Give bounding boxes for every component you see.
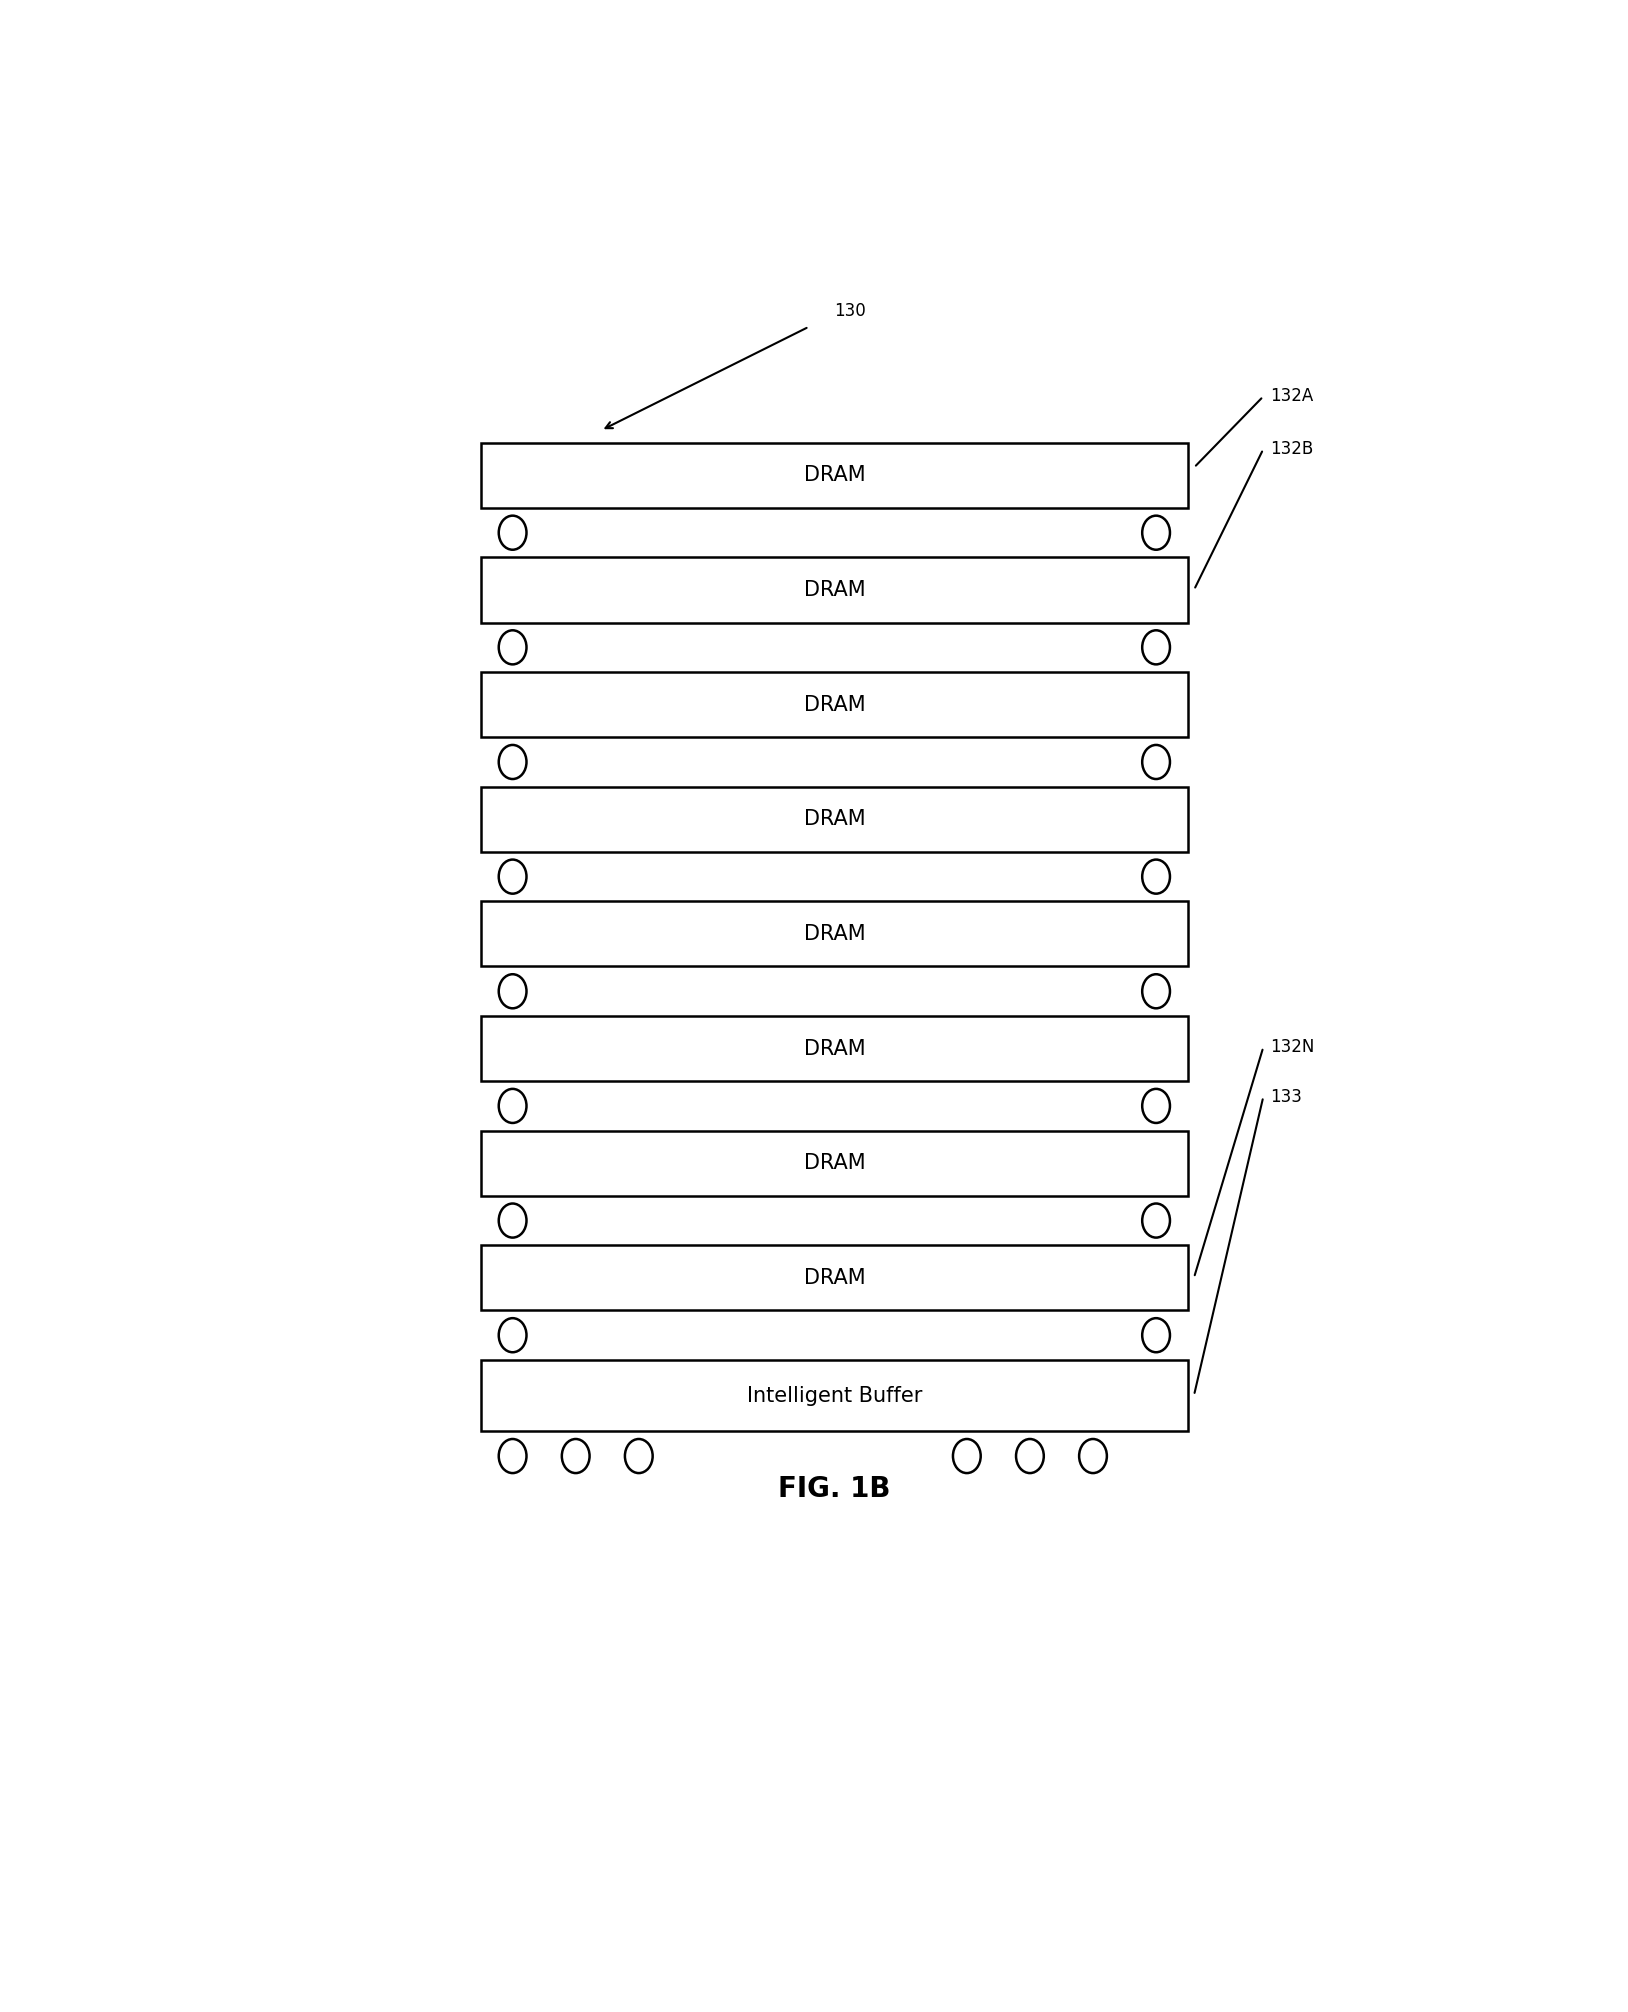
Circle shape [1143,744,1171,779]
Text: DRAM: DRAM [804,694,864,714]
Text: Intelligent Buffer: Intelligent Buffer [747,1386,921,1406]
Text: FIG. 1B: FIG. 1B [778,1475,891,1503]
Circle shape [1143,1088,1171,1123]
Text: 132B: 132B [1270,441,1312,459]
Bar [482,901,1188,966]
Circle shape [952,1439,980,1473]
Circle shape [562,1439,589,1473]
Bar [482,787,1188,851]
Text: DRAM: DRAM [804,465,864,485]
Bar [482,557,1188,622]
Text: DRAM: DRAM [804,1268,864,1288]
Circle shape [1143,859,1171,893]
Text: DRAM: DRAM [804,1153,864,1173]
Text: DRAM: DRAM [804,1038,864,1058]
Circle shape [498,1088,526,1123]
Circle shape [498,974,526,1008]
Circle shape [498,1318,526,1352]
Circle shape [498,515,526,549]
Circle shape [1016,1439,1044,1473]
Text: 130: 130 [834,302,866,320]
Circle shape [1143,1318,1171,1352]
Bar [482,1016,1188,1080]
Text: 132N: 132N [1270,1038,1314,1056]
Circle shape [498,1439,526,1473]
Circle shape [498,630,526,664]
Circle shape [1079,1439,1107,1473]
Circle shape [1143,630,1171,664]
Circle shape [498,1203,526,1237]
Circle shape [625,1439,653,1473]
Circle shape [1143,515,1171,549]
Circle shape [498,859,526,893]
Bar [482,672,1188,736]
Bar [482,1360,1188,1431]
Circle shape [498,744,526,779]
Bar [482,443,1188,507]
Text: DRAM: DRAM [804,579,864,600]
Text: DRAM: DRAM [804,924,864,944]
Text: DRAM: DRAM [804,809,864,829]
Bar [482,1131,1188,1195]
Circle shape [1143,974,1171,1008]
Text: 133: 133 [1270,1088,1301,1107]
Circle shape [1143,1203,1171,1237]
Text: 132A: 132A [1270,388,1312,404]
Bar [482,1245,1188,1310]
